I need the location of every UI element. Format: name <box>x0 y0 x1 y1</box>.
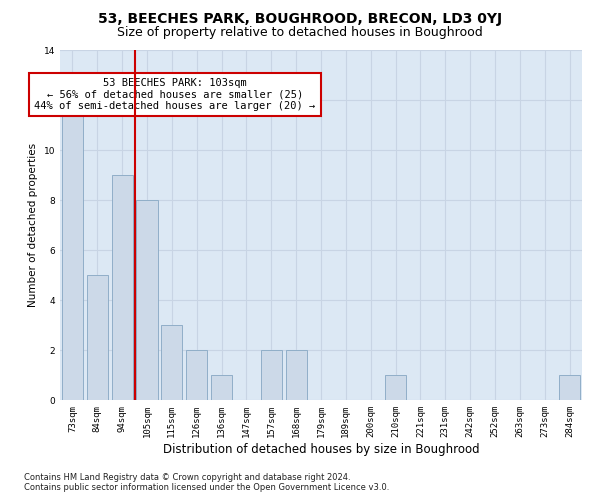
Bar <box>136 200 158 400</box>
Text: Size of property relative to detached houses in Boughrood: Size of property relative to detached ho… <box>117 26 483 39</box>
Bar <box>286 350 307 400</box>
Text: Distribution of detached houses by size in Boughrood: Distribution of detached houses by size … <box>163 442 479 456</box>
Bar <box>385 375 406 400</box>
Text: 53 BEECHES PARK: 103sqm
← 56% of detached houses are smaller (25)
44% of semi-de: 53 BEECHES PARK: 103sqm ← 56% of detache… <box>34 78 316 111</box>
Text: 53, BEECHES PARK, BOUGHROOD, BRECON, LD3 0YJ: 53, BEECHES PARK, BOUGHROOD, BRECON, LD3… <box>98 12 502 26</box>
Y-axis label: Number of detached properties: Number of detached properties <box>28 143 38 307</box>
Bar <box>261 350 282 400</box>
Bar <box>161 325 182 400</box>
Bar <box>62 100 83 400</box>
Text: Contains HM Land Registry data © Crown copyright and database right 2024.: Contains HM Land Registry data © Crown c… <box>24 472 350 482</box>
Text: Contains public sector information licensed under the Open Government Licence v3: Contains public sector information licen… <box>24 482 389 492</box>
Bar <box>211 375 232 400</box>
Bar <box>87 275 108 400</box>
Bar <box>112 175 133 400</box>
Bar <box>186 350 207 400</box>
Bar <box>559 375 580 400</box>
